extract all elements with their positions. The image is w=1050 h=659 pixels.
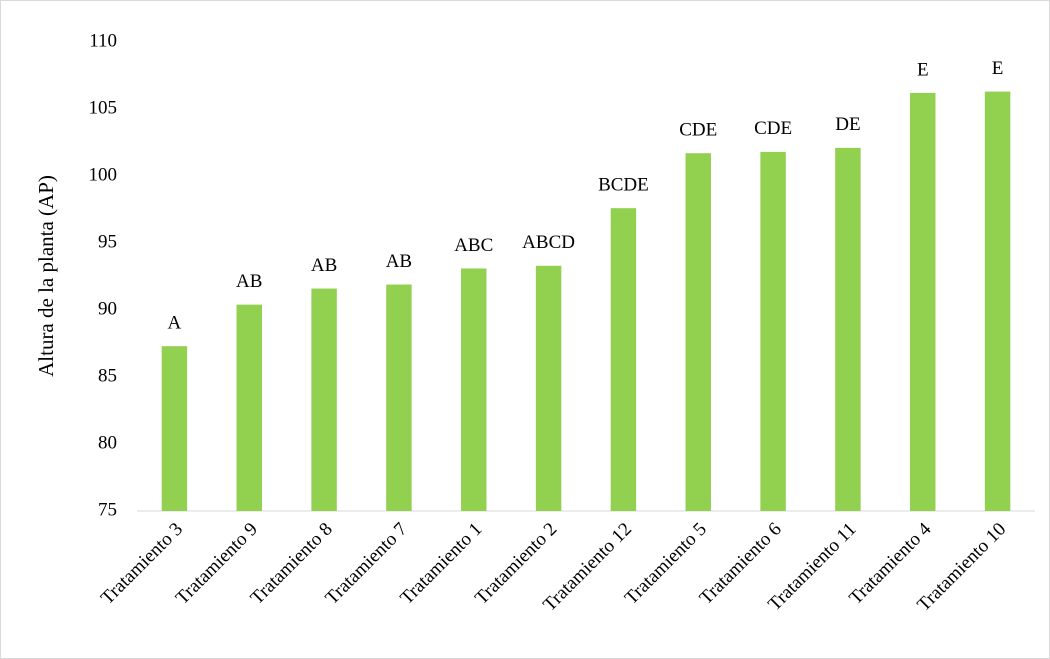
- bar: [610, 208, 637, 511]
- y-tick-label: 75: [98, 499, 117, 520]
- bar: [910, 92, 936, 512]
- group-label: E: [992, 58, 1004, 79]
- y-tick-label: 95: [98, 231, 117, 252]
- bar: [835, 147, 861, 512]
- bar: [535, 265, 562, 511]
- group-label: CDE: [754, 118, 792, 139]
- y-tick-label: 110: [89, 30, 117, 51]
- group-label: A: [168, 313, 182, 334]
- group-label: AB: [311, 255, 337, 276]
- y-tick-label: 80: [98, 432, 117, 453]
- group-label: DE: [835, 114, 860, 135]
- group-label: E: [917, 59, 929, 80]
- y-tick-label: 105: [89, 97, 118, 118]
- bar: [984, 91, 1011, 511]
- bar: [311, 288, 337, 511]
- bar: [161, 346, 188, 511]
- group-label: ABC: [454, 235, 493, 256]
- group-label: AB: [236, 271, 262, 292]
- bar: [386, 284, 412, 511]
- bar: [685, 153, 711, 511]
- group-label: ABCD: [522, 232, 575, 253]
- group-label: BCDE: [598, 175, 649, 196]
- bar: [461, 268, 487, 511]
- bar: [760, 151, 786, 511]
- y-tick-label: 85: [98, 365, 117, 386]
- bar: [236, 304, 262, 511]
- y-axis-title: Altura de la planta (AP): [34, 175, 58, 377]
- group-label: AB: [386, 251, 412, 272]
- y-tick-label: 100: [89, 164, 118, 185]
- y-tick-label: 90: [98, 298, 117, 319]
- group-label: CDE: [679, 120, 717, 141]
